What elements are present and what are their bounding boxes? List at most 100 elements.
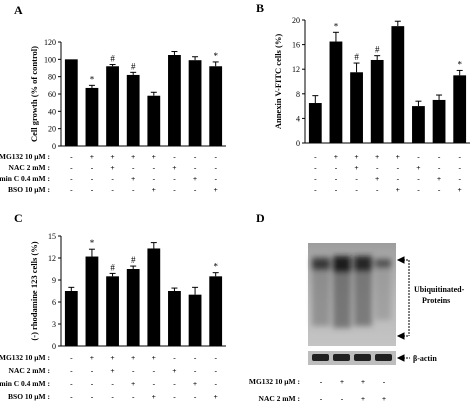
smear-lane-1 xyxy=(312,256,330,326)
panel-a-bar xyxy=(147,95,161,146)
panel-c-treatment-mark: - xyxy=(91,366,94,375)
panel-c-y-tick-label: 12 xyxy=(48,254,56,263)
panel-b-treatment-mark: + xyxy=(334,152,338,161)
panel-b-treatment-mark: - xyxy=(458,152,461,161)
panel-a-treatment-row-label: Vitamin C 0.4 mM : xyxy=(0,174,50,183)
panel-c-treatment-mark: - xyxy=(214,379,217,388)
panel-b-y-axis-label: Annexin V-FITC cells (%) xyxy=(273,34,283,129)
panel-b-treatment-mark: + xyxy=(354,152,358,161)
panel-a-treatment-row-label: NAC 2 mM : xyxy=(9,163,50,172)
panel-c-treatment-mark: - xyxy=(173,353,176,362)
panel-c-bar xyxy=(168,291,181,346)
panel-c-significance-mark: * xyxy=(213,262,218,272)
panel-a-treatment-mark: - xyxy=(194,152,197,161)
panel-a-treatment-mark: - xyxy=(153,174,156,183)
panel-b-treatment-mark: - xyxy=(314,163,317,172)
panel-c-treatment-row-label: BSO 10 μM : xyxy=(8,392,50,401)
panel-b-treatment-mark: - xyxy=(335,185,338,194)
panel-a-treatment-mark: - xyxy=(194,163,197,172)
panel-a-treatment-mark: - xyxy=(132,185,135,194)
panel-d-treatment-mark: + xyxy=(382,394,386,403)
panel-c-treatment-mark: + xyxy=(193,379,197,388)
panel-c-treatment-mark: - xyxy=(194,392,197,401)
panel-b-treatment-mark: - xyxy=(314,185,317,194)
panel-a-treatment-mark: + xyxy=(152,185,156,194)
panel-c-treatment-mark: - xyxy=(214,353,217,362)
panel-c-y-tick-label: 6 xyxy=(52,298,56,307)
panel-b-bar xyxy=(308,103,322,143)
panel-c-treatment-row-label: NAC 2 mM : xyxy=(9,366,50,375)
actin-blot xyxy=(308,351,396,365)
panel-c-treatment-row-label: MG132 10 μM : xyxy=(0,353,50,362)
panel-a-treatment-mark: - xyxy=(111,174,114,183)
panel-a-y-axis-label: Cell growth (% of control) xyxy=(29,46,39,142)
panel-a-treatment-mark: + xyxy=(131,152,135,161)
panel-c-bar xyxy=(85,256,99,346)
panel-a-letter: A xyxy=(14,3,23,17)
panel-c-bar xyxy=(106,276,119,346)
panel-d-treatment-marks: - + + - - - + + xyxy=(320,377,386,403)
panel-c-bar xyxy=(147,248,161,346)
panel-a-y-tick-label: 60 xyxy=(48,90,56,99)
panel-b-bar xyxy=(391,26,405,143)
panel-d-treatment-mark: - xyxy=(383,377,386,386)
panel-a-bar xyxy=(188,60,202,147)
panel-a-treatment-mark: - xyxy=(173,185,176,194)
panel-c-y-axis-label: (-) rhodamine 123 cells (%) xyxy=(29,241,39,340)
panel-b-significance-mark: # xyxy=(375,45,380,55)
panel-b-treatment-mark: - xyxy=(438,152,441,161)
panel-c-treatment-mark: + xyxy=(90,353,94,362)
panel-a-treatment-mark: + xyxy=(90,152,94,161)
panel-b-treatment-mark: + xyxy=(437,174,441,183)
panel-b-treatment-mark: - xyxy=(376,163,379,172)
panel-a-treatment-mark: - xyxy=(214,174,217,183)
panel-a-y-tick-label: 20 xyxy=(48,125,56,134)
panel-b-treatment-mark: + xyxy=(396,152,400,161)
smear-lane-3-top xyxy=(354,256,372,271)
panel-c-bar xyxy=(209,276,223,346)
panel-b-treatment-mark: + xyxy=(375,174,379,183)
panel-b-bar xyxy=(350,72,363,143)
panel-c-treatment-mark: - xyxy=(173,392,176,401)
panel-a-treatment-mark: + xyxy=(152,152,156,161)
panel-a-treatment-mark: + xyxy=(110,163,114,172)
panel-b-significance-mark: # xyxy=(354,52,359,62)
panel-b-bar xyxy=(412,106,425,143)
panel-b-significance-mark: * xyxy=(457,59,462,69)
panel-c-y-tick-label: 9 xyxy=(52,276,56,285)
panel-a-treatment-row-label: MG132 10 μM : xyxy=(0,152,50,161)
panel-c-treatment-mark: - xyxy=(70,392,73,401)
panel-a-significance-mark: # xyxy=(131,61,136,71)
panel-a-treatment-mark: - xyxy=(153,163,156,172)
actin-band-3 xyxy=(354,354,371,361)
panel-c-significance-mark: * xyxy=(90,238,95,248)
panel-a-bar xyxy=(106,66,119,146)
panel-c-significance-mark: # xyxy=(131,255,136,265)
panel-b-treatment-mark: - xyxy=(417,174,420,183)
panel-b-y-tick-label: 20 xyxy=(292,16,300,25)
panel-d-treatment-mark: + xyxy=(361,377,365,386)
panel-b-treatment-mark: + xyxy=(416,163,420,172)
panel-c-treatment-mark: - xyxy=(132,392,135,401)
actin-band-1 xyxy=(312,354,329,361)
smear-lane-3 xyxy=(354,256,372,326)
panel-c-treatment-mark: + xyxy=(214,392,218,401)
panel-b-treatment-mark: + xyxy=(375,152,379,161)
panel-c-treatment-mark: - xyxy=(194,353,197,362)
panel-a-significance-mark: # xyxy=(110,54,115,64)
panel-c-treatment-mark: - xyxy=(91,379,94,388)
panel-a-cell-growth-chart: A 0 20 40 60 80 100 120 Cell growth (% of contr… xyxy=(0,3,226,194)
panel-b-treatment-mark: - xyxy=(417,152,420,161)
panel-a-bar xyxy=(85,87,99,146)
panel-a-treatment-mark: - xyxy=(91,163,94,172)
panel-c-treatment-mark: - xyxy=(153,379,156,388)
actin-band-4 xyxy=(375,354,392,361)
panel-c-bar xyxy=(64,291,78,346)
panel-d-row-label-nac: NAC 2 mM : xyxy=(259,394,300,403)
panel-a-treatment-mark: - xyxy=(214,152,217,161)
panel-b-treatment-mark: - xyxy=(376,185,379,194)
panel-a-treatment-mark: + xyxy=(193,174,197,183)
panel-a-treatment-mark: - xyxy=(91,174,94,183)
panel-b-treatment-mark: - xyxy=(417,185,420,194)
